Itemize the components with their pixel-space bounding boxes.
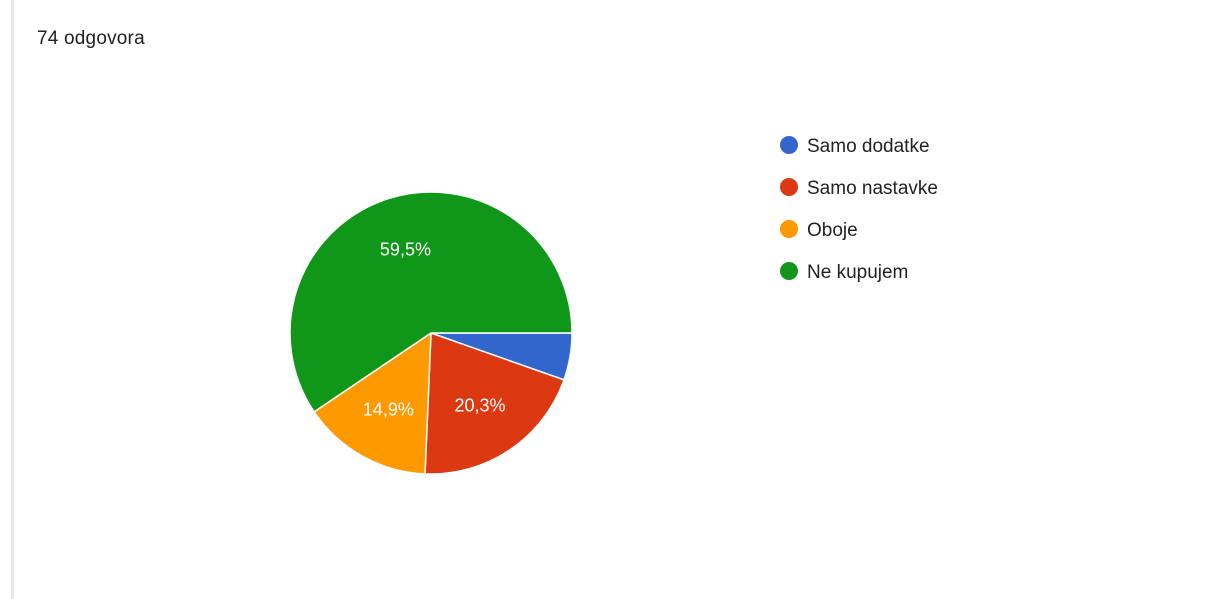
pie-slice-samo-nastavke	[424, 331, 565, 475]
legend-swatch	[780, 136, 798, 154]
slice-value-label: 20,3%	[454, 395, 505, 415]
legend-item: Oboje	[780, 220, 858, 241]
legend-swatch	[780, 262, 798, 280]
card-divider	[11, 0, 14, 599]
slice-value-label: 59,5%	[380, 239, 431, 259]
chart-legend: Samo dodatke Samo nastavke Oboje Ne kupujem	[780, 136, 938, 283]
legend-swatch	[780, 178, 798, 196]
legend-label: Oboje	[807, 220, 858, 241]
legend-item: Samo nastavke	[780, 178, 938, 199]
pie-slice-ne-kupujem	[289, 191, 573, 413]
legend-swatch	[780, 220, 798, 238]
response-count: 74 odgovora	[37, 28, 145, 49]
pie-slices	[289, 191, 573, 475]
pie-slice-oboje	[313, 331, 432, 475]
legend-item: Ne kupujem	[780, 262, 908, 283]
slice-value-label: 14,9%	[363, 399, 414, 419]
legend-label: Samo dodatke	[807, 136, 930, 157]
pie-slice-labels: 20,3% 14,9% 59,5%	[363, 239, 506, 419]
legend-item: Samo dodatke	[780, 136, 930, 157]
legend-label: Ne kupujem	[807, 262, 908, 283]
legend-label: Samo nastavke	[807, 178, 938, 199]
